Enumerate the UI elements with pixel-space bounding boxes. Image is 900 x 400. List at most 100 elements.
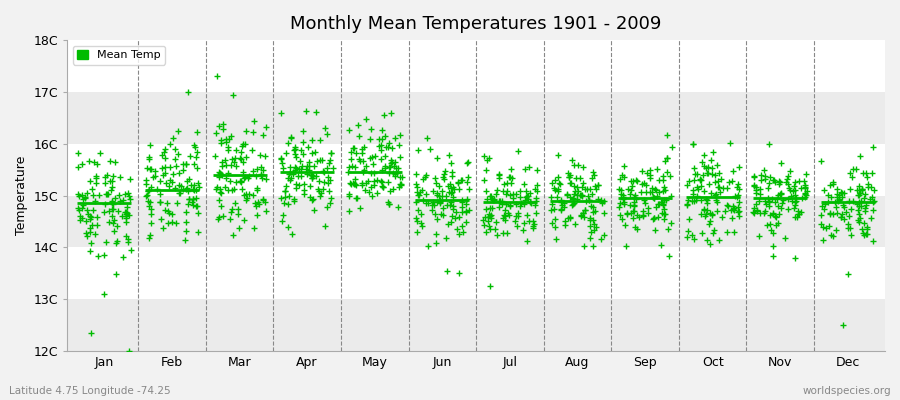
Point bbox=[158, 154, 173, 161]
Point bbox=[305, 172, 320, 178]
Point bbox=[544, 200, 559, 207]
Point bbox=[658, 186, 672, 193]
Point bbox=[639, 188, 653, 195]
Point bbox=[522, 164, 536, 170]
Point bbox=[162, 210, 176, 216]
Point bbox=[766, 176, 780, 183]
Point bbox=[797, 191, 812, 198]
Point bbox=[589, 224, 603, 230]
Point bbox=[652, 189, 666, 196]
Point bbox=[662, 252, 676, 259]
Point bbox=[357, 144, 372, 151]
Point bbox=[374, 135, 389, 142]
Point bbox=[322, 200, 337, 206]
Point bbox=[118, 208, 132, 215]
Point bbox=[172, 182, 186, 188]
Point bbox=[768, 199, 782, 205]
Point bbox=[693, 177, 707, 183]
Point bbox=[771, 181, 786, 187]
Point bbox=[445, 160, 459, 166]
Point bbox=[789, 214, 804, 220]
Point bbox=[825, 210, 840, 217]
Point bbox=[347, 176, 362, 182]
Point bbox=[856, 230, 870, 237]
Point bbox=[119, 232, 133, 239]
Point bbox=[477, 222, 491, 228]
Point bbox=[98, 200, 112, 207]
Point bbox=[142, 156, 157, 162]
Point bbox=[747, 210, 761, 216]
Point bbox=[815, 237, 830, 243]
Point bbox=[783, 168, 797, 175]
Point bbox=[139, 181, 153, 187]
Point bbox=[480, 196, 494, 202]
Point bbox=[731, 181, 745, 187]
Point bbox=[220, 144, 235, 151]
Point bbox=[617, 201, 632, 207]
Point bbox=[699, 197, 714, 204]
Point bbox=[859, 202, 873, 208]
Point bbox=[102, 208, 116, 214]
Point bbox=[833, 214, 848, 220]
Point bbox=[852, 190, 867, 196]
Point bbox=[700, 170, 715, 177]
Point bbox=[249, 173, 264, 180]
Point bbox=[119, 208, 133, 215]
Point bbox=[766, 211, 780, 217]
Point bbox=[794, 208, 808, 215]
Point bbox=[663, 172, 678, 179]
Point bbox=[79, 230, 94, 236]
Point bbox=[116, 254, 130, 260]
Point bbox=[436, 205, 450, 211]
Point bbox=[90, 222, 104, 228]
Point bbox=[616, 163, 631, 170]
Point bbox=[322, 157, 337, 163]
Point bbox=[712, 237, 726, 243]
Point bbox=[105, 206, 120, 212]
Point bbox=[436, 175, 451, 182]
Point bbox=[72, 216, 86, 223]
Point bbox=[798, 192, 813, 198]
Point bbox=[342, 127, 356, 134]
Point bbox=[773, 191, 788, 198]
Point bbox=[176, 161, 190, 168]
Point bbox=[479, 206, 493, 212]
Point bbox=[551, 188, 565, 194]
Point bbox=[702, 180, 716, 187]
Point bbox=[436, 212, 450, 218]
Point bbox=[590, 182, 605, 188]
Point bbox=[781, 181, 796, 188]
Point bbox=[576, 210, 590, 216]
Point bbox=[119, 218, 133, 225]
Point bbox=[769, 214, 783, 220]
Point bbox=[382, 164, 397, 170]
Point bbox=[185, 196, 200, 202]
Point bbox=[178, 237, 193, 243]
Point bbox=[451, 180, 465, 186]
Point bbox=[184, 199, 199, 205]
Point bbox=[212, 123, 227, 130]
Point bbox=[716, 185, 730, 192]
Point bbox=[688, 171, 702, 178]
Point bbox=[296, 139, 310, 146]
Point bbox=[823, 211, 837, 218]
Point bbox=[427, 202, 441, 209]
Point bbox=[779, 176, 794, 182]
Point bbox=[305, 195, 320, 202]
Point bbox=[236, 159, 250, 165]
Point bbox=[76, 196, 91, 202]
Point bbox=[577, 214, 591, 220]
Point bbox=[477, 177, 491, 184]
Point bbox=[188, 143, 202, 150]
Point bbox=[554, 197, 568, 204]
Point bbox=[212, 197, 226, 203]
Point bbox=[383, 160, 398, 166]
Point bbox=[731, 191, 745, 198]
Point bbox=[768, 179, 782, 185]
Point bbox=[181, 89, 195, 95]
Text: worldspecies.org: worldspecies.org bbox=[803, 386, 891, 396]
Point bbox=[686, 140, 700, 147]
Point bbox=[579, 198, 593, 204]
Point bbox=[487, 226, 501, 232]
Point bbox=[242, 172, 256, 179]
